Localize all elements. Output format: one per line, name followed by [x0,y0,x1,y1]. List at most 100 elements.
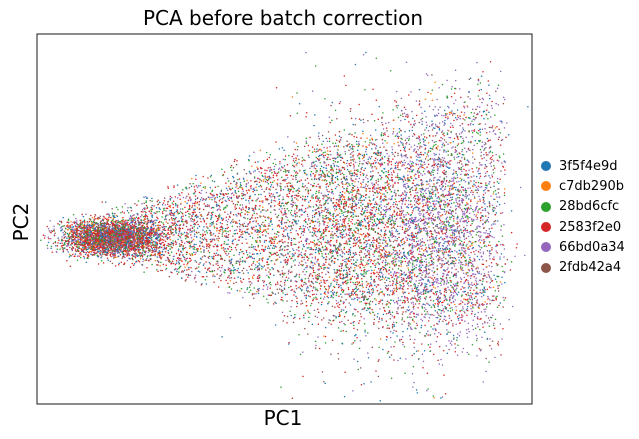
data-point [486,235,489,238]
data-point [305,142,308,144]
data-point [336,239,338,242]
data-point [421,174,424,177]
data-point [333,164,336,166]
data-point [340,287,342,289]
data-point [473,175,475,177]
data-point [353,145,355,148]
data-point [235,262,238,264]
data-point [185,253,188,256]
data-point [326,153,329,155]
data-point [435,186,437,188]
data-point [331,305,334,307]
data-point [206,232,209,234]
data-point [168,219,171,221]
data-point [213,227,216,229]
data-point [186,251,189,254]
data-point [284,168,286,171]
data-point [145,200,147,202]
data-point [354,123,357,126]
data-point [157,199,160,201]
data-point [234,229,236,232]
data-points [40,51,529,402]
data-point [500,225,503,227]
data-point [438,237,440,240]
data-point [360,262,363,264]
data-point [421,313,423,315]
data-point [374,188,376,190]
data-point [496,177,499,180]
data-point [381,222,384,224]
data-point [323,266,325,269]
data-point [184,266,186,268]
data-point [194,189,196,191]
data-point [280,227,283,229]
data-point [180,217,183,219]
data-point [478,111,481,113]
data-point [235,186,237,189]
data-point [474,327,477,330]
data-point [352,211,354,214]
data-point [338,223,340,225]
data-point [345,269,348,272]
data-point [443,121,446,124]
data-point [415,114,418,117]
data-point [430,263,433,266]
data-point [367,352,369,354]
data-point [411,255,413,258]
data-point [437,295,440,297]
data-point [315,156,318,159]
data-point [373,281,375,283]
data-point [366,263,368,266]
data-point [318,178,321,181]
data-point [170,209,173,212]
data-point [422,206,424,208]
data-point [312,235,314,237]
data-point [179,211,182,213]
data-point [402,247,405,250]
data-point [371,182,373,184]
data-point [314,271,316,274]
data-point [74,228,76,230]
data-point [375,179,377,182]
data-point [471,220,474,223]
data-point [412,301,414,303]
data-point [451,309,454,311]
data-point [447,185,449,187]
data-point [264,195,267,198]
data-point [365,227,367,230]
data-point [390,223,393,225]
data-point [461,123,464,125]
data-point [121,211,124,213]
data-point [296,302,299,305]
data-point [463,168,465,171]
data-point [318,230,320,232]
data-point [379,146,381,149]
data-point [396,166,399,169]
data-point [223,249,225,251]
data-point [487,317,490,319]
data-point [406,299,409,301]
data-point [474,260,476,262]
data-point [425,247,427,249]
data-point [476,105,479,108]
data-point [357,170,359,173]
data-point [471,273,474,275]
data-point [499,156,501,159]
data-point [250,232,253,234]
data-point [446,220,449,223]
data-point [484,203,486,205]
data-point [315,190,318,193]
data-point [400,194,403,196]
data-point [436,179,438,181]
data-point [306,195,309,198]
data-point [411,266,414,268]
data-point [434,134,437,137]
data-point [477,250,480,253]
data-point [108,216,110,218]
data-point [265,186,268,189]
data-point [225,250,228,253]
data-point [267,225,270,227]
data-point [309,231,311,233]
data-point [165,264,167,266]
data-point [337,153,339,155]
